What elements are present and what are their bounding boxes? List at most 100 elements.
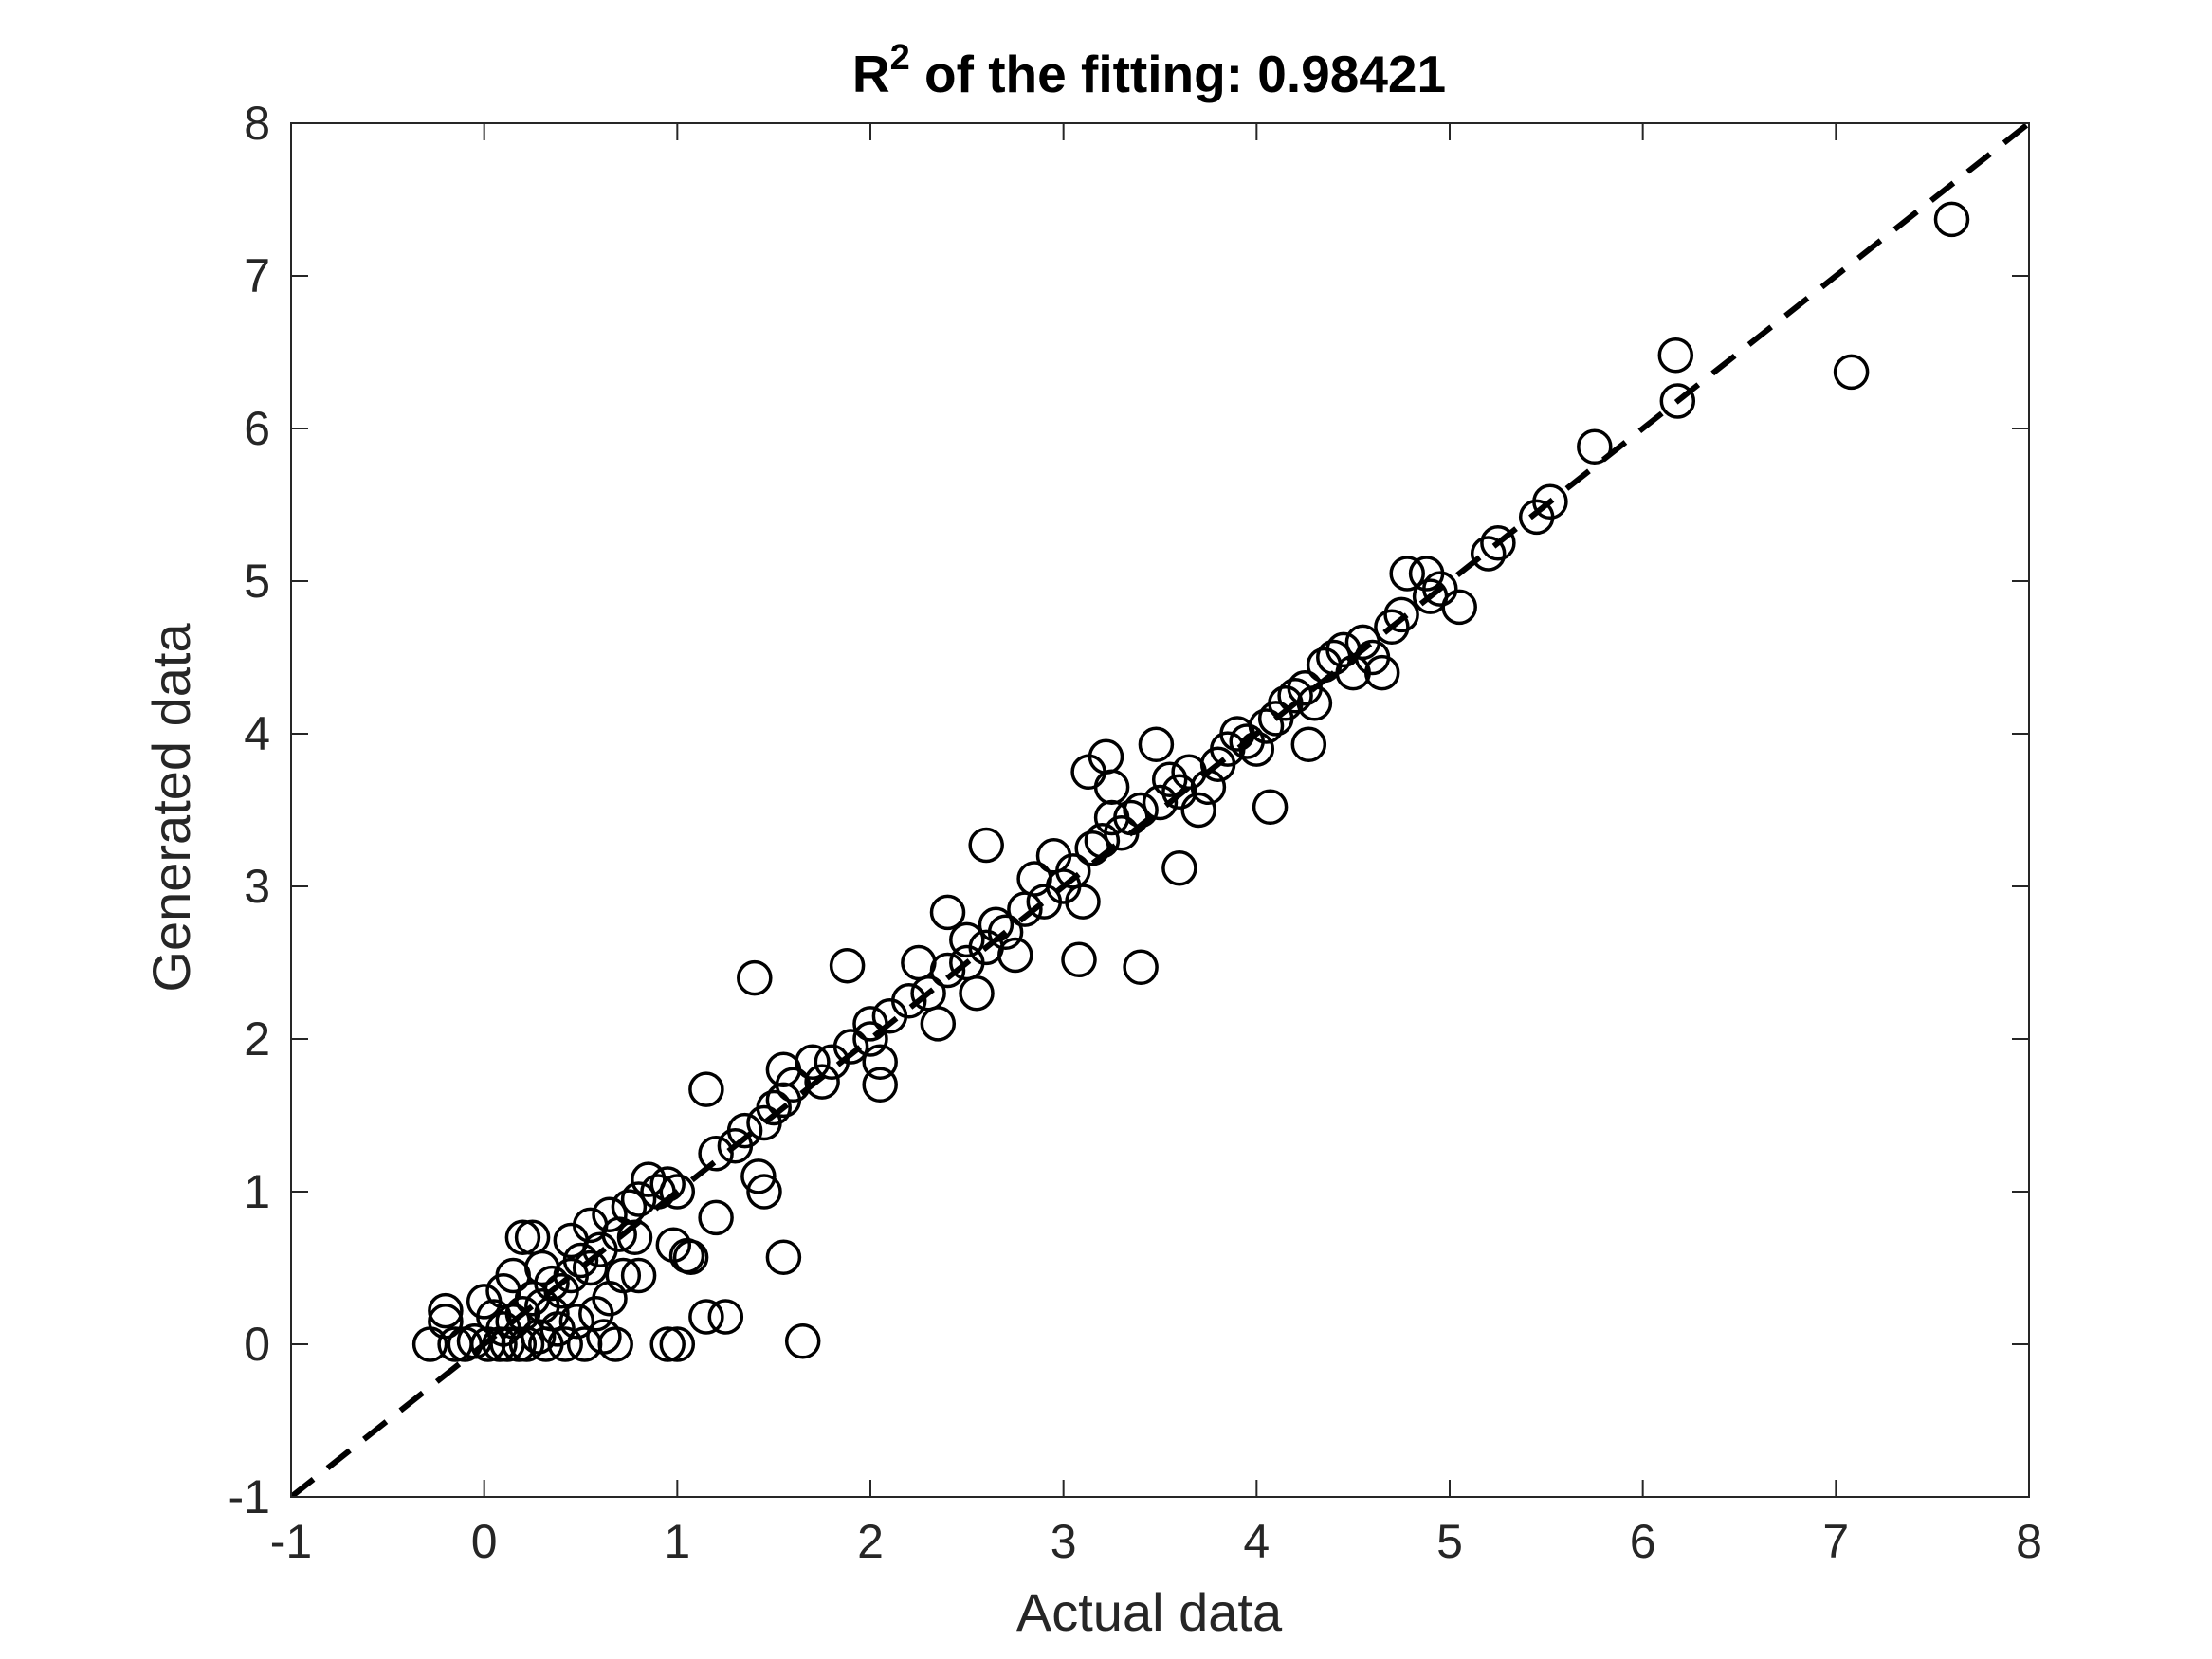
data-point	[1074, 830, 1110, 866]
data-point	[1290, 726, 1327, 763]
chart-title-rest: of the fitting: 0.98421	[910, 45, 1446, 103]
data-point	[659, 1326, 696, 1362]
data-point	[852, 1006, 888, 1042]
data-point	[1277, 678, 1313, 714]
data-point	[428, 1304, 464, 1340]
data-point	[756, 1089, 792, 1126]
data-point	[784, 1323, 821, 1359]
data-point	[1383, 596, 1419, 633]
data-point	[746, 1174, 782, 1210]
y-tick-label: 2	[244, 1012, 270, 1066]
data-point	[968, 827, 1004, 864]
data-point	[572, 1249, 609, 1286]
data-point	[1296, 685, 1333, 721]
data-point	[1138, 726, 1175, 763]
data-point	[620, 1257, 657, 1294]
chart-title-base: R	[852, 45, 890, 103]
data-point	[929, 952, 966, 989]
data-point	[1093, 769, 1130, 806]
data-point	[707, 1299, 744, 1335]
data-point	[649, 1326, 686, 1362]
data-point	[929, 894, 966, 931]
data-point	[1161, 849, 1197, 886]
y-tick-label: 3	[244, 860, 270, 913]
data-point	[672, 1239, 709, 1275]
data-point	[1190, 769, 1227, 806]
data-point	[737, 959, 773, 996]
data-point	[547, 1326, 583, 1362]
axes-box	[290, 122, 2030, 1498]
data-point	[765, 1239, 802, 1275]
data-point	[558, 1304, 595, 1340]
data-point	[1061, 941, 1097, 978]
data-point	[562, 1242, 599, 1279]
data-point	[1374, 609, 1410, 646]
y-tick-label: 6	[244, 402, 270, 455]
x-tick-label: 3	[1051, 1515, 1077, 1568]
chart-title-superscript: 2	[890, 38, 910, 78]
data-point	[1161, 774, 1197, 810]
data-point	[1480, 525, 1516, 561]
data-point	[504, 1219, 541, 1256]
data-point	[1657, 337, 1694, 374]
data-point	[586, 1319, 622, 1355]
axis-ticks: -1 0 1 2 3 4 5 6 7 8 -1 0 1 2 3 4 5 6 7 8	[229, 97, 2042, 1568]
data-point	[1084, 822, 1121, 859]
x-axis-label: Actual data	[1016, 1582, 1283, 1642]
data-point	[862, 1044, 898, 1080]
data-point	[1113, 799, 1149, 836]
x-tick-label: -1	[270, 1515, 312, 1568]
chart-title: R2 of the fitting: 0.98421	[852, 38, 1446, 103]
x-tick-label: 8	[2016, 1515, 2042, 1568]
y-tick-label: 0	[244, 1318, 270, 1371]
data-point	[1180, 792, 1216, 829]
data-point	[1363, 654, 1400, 691]
x-tick-label: 1	[664, 1515, 690, 1568]
y-axis-label: Generated data	[141, 623, 201, 993]
x-tick-label: 4	[1243, 1515, 1270, 1568]
data-point	[1833, 354, 1870, 391]
data-point	[534, 1296, 570, 1332]
data-point	[1389, 556, 1425, 592]
data-point	[688, 1071, 724, 1107]
y-tick-label: 4	[244, 707, 270, 760]
data-point	[1123, 792, 1159, 829]
data-point	[605, 1257, 642, 1294]
data-point	[1065, 884, 1101, 920]
data-point	[852, 1021, 888, 1057]
data-point	[1470, 536, 1507, 572]
data-point	[1577, 428, 1613, 465]
x-tick-label: 0	[471, 1515, 498, 1568]
data-point	[978, 906, 1015, 943]
data-point	[1532, 483, 1568, 520]
data-point	[1238, 731, 1275, 767]
data-point	[829, 947, 866, 984]
data-point	[949, 921, 985, 958]
data-point	[1142, 784, 1179, 821]
x-tick-label: 5	[1436, 1515, 1463, 1568]
data-point	[890, 983, 927, 1019]
data-point	[649, 1166, 686, 1202]
data-point	[832, 1029, 869, 1065]
data-point	[804, 1064, 840, 1100]
data-point	[1422, 571, 1458, 607]
data-point	[987, 914, 1024, 951]
data-point	[688, 1299, 724, 1335]
data-point	[726, 1112, 763, 1149]
data-point	[862, 1066, 898, 1103]
data-point	[592, 1196, 628, 1232]
x-tick-label: 2	[857, 1515, 884, 1568]
data-point	[1441, 589, 1477, 626]
data-point	[1123, 949, 1159, 986]
data-point	[698, 1136, 734, 1172]
y-tick-label: 5	[244, 555, 270, 608]
data-point	[508, 1326, 545, 1362]
data-point	[659, 1174, 696, 1210]
data-point	[640, 1174, 676, 1210]
data-point	[1933, 201, 1970, 238]
data-point	[597, 1326, 633, 1362]
data-point	[997, 937, 1033, 974]
data-point	[428, 1292, 464, 1329]
y-tick-label: 8	[244, 97, 270, 150]
